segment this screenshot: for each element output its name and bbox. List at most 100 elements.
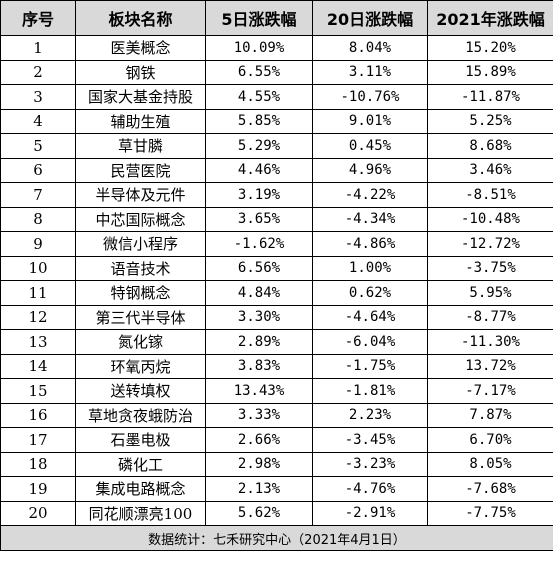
row-index-cell: 4 (0, 108, 76, 134)
table-row: 3 国家大基金持股 4.55% -10.76% -11.87% (0, 84, 553, 110)
table-row: 13 氮化镓 2.89% -6.04% -11.30% (0, 329, 553, 355)
row-index-cell: 1 (0, 35, 76, 61)
row-index-cell: 19 (0, 476, 76, 502)
row-20day-change-cell: -4.86% (312, 231, 428, 257)
row-2021-change-cell: -8.51% (427, 182, 553, 208)
row-2021-change-cell: 3.46% (427, 157, 553, 183)
row-5day-change-cell: 6.56% (205, 255, 313, 281)
row-2021-change-cell: 6.70% (427, 427, 553, 453)
row-5day-change-cell: 6.55% (205, 59, 313, 85)
row-sector-name-cell: 国家大基金持股 (75, 84, 206, 110)
row-index-cell: 20 (0, 500, 76, 526)
row-5day-change-cell: 2.98% (205, 451, 313, 477)
row-5day-change-cell: 3.33% (205, 402, 313, 428)
row-20day-change-cell: -6.04% (312, 329, 428, 355)
row-index-cell: 7 (0, 182, 76, 208)
row-20day-change-cell: 8.04% (312, 35, 428, 61)
row-index-cell: 3 (0, 84, 76, 110)
row-20day-change-cell: -4.76% (312, 476, 428, 502)
row-index-cell: 15 (0, 378, 76, 404)
header-20day-change: 20日涨跌幅 (312, 0, 428, 36)
row-sector-name-cell: 特钢概念 (75, 280, 206, 306)
row-20day-change-cell: -4.64% (312, 304, 428, 330)
table-row: 8 中芯国际概念 3.65% -4.34% -10.48% (0, 206, 553, 232)
row-sector-name-cell: 医美概念 (75, 35, 206, 61)
row-index-cell: 2 (0, 59, 76, 85)
row-20day-change-cell: -4.34% (312, 206, 428, 232)
table-row: 7 半导体及元件 3.19% -4.22% -8.51% (0, 182, 553, 208)
row-5day-change-cell: 5.62% (205, 500, 313, 526)
footer-row: 数据统计：七禾研究中心（2021年4月1日） (0, 525, 553, 551)
table-row: 4 辅助生殖 5.85% 9.01% 5.25% (0, 108, 553, 134)
row-5day-change-cell: 4.46% (205, 157, 313, 183)
row-5day-change-cell: -1.62% (205, 231, 313, 257)
row-sector-name-cell: 同花顺漂亮100 (75, 500, 206, 526)
row-5day-change-cell: 3.65% (205, 206, 313, 232)
row-sector-name-cell: 半导体及元件 (75, 182, 206, 208)
row-2021-change-cell: -12.72% (427, 231, 553, 257)
row-index-cell: 11 (0, 280, 76, 306)
row-20day-change-cell: -1.75% (312, 353, 428, 379)
table-row: 16 草地贪夜蛾防治 3.33% 2.23% 7.87% (0, 402, 553, 428)
header-row: 序号 板块名称 5日涨跌幅 20日涨跌幅 2021年涨跌幅 (0, 0, 553, 36)
row-2021-change-cell: 8.68% (427, 133, 553, 159)
row-20day-change-cell: -10.76% (312, 84, 428, 110)
row-sector-name-cell: 微信小程序 (75, 231, 206, 257)
table-header: 序号 板块名称 5日涨跌幅 20日涨跌幅 2021年涨跌幅 (0, 0, 553, 36)
row-20day-change-cell: 0.62% (312, 280, 428, 306)
header-2021-change: 2021年涨跌幅 (427, 0, 553, 36)
table-footer: 数据统计：七禾研究中心（2021年4月1日） (0, 525, 553, 551)
header-index: 序号 (0, 0, 76, 36)
row-5day-change-cell: 2.66% (205, 427, 313, 453)
table-body: 1 医美概念 10.09% 8.04% 15.20% 2 钢铁 6.55% 3.11% 15.89… (0, 35, 553, 526)
row-sector-name-cell: 石墨电极 (75, 427, 206, 453)
table-row: 17 石墨电极 2.66% -3.45% 6.70% (0, 427, 553, 453)
row-sector-name-cell: 环氧丙烷 (75, 353, 206, 379)
row-5day-change-cell: 10.09% (205, 35, 313, 61)
row-sector-name-cell: 民营医院 (75, 157, 206, 183)
row-index-cell: 16 (0, 402, 76, 428)
row-sector-name-cell: 草地贪夜蛾防治 (75, 402, 206, 428)
table-row: 15 送转填权 13.43% -1.81% -7.17% (0, 378, 553, 404)
row-2021-change-cell: -11.30% (427, 329, 553, 355)
row-index-cell: 13 (0, 329, 76, 355)
row-2021-change-cell: 5.95% (427, 280, 553, 306)
table-row: 11 特钢概念 4.84% 0.62% 5.95% (0, 280, 553, 306)
row-20day-change-cell: -4.22% (312, 182, 428, 208)
row-2021-change-cell: -7.75% (427, 500, 553, 526)
row-20day-change-cell: 3.11% (312, 59, 428, 85)
row-sector-name-cell: 辅助生殖 (75, 108, 206, 134)
row-sector-name-cell: 第三代半导体 (75, 304, 206, 330)
table-row: 19 集成电路概念 2.13% -4.76% -7.68% (0, 476, 553, 502)
row-2021-change-cell: -8.77% (427, 304, 553, 330)
row-2021-change-cell: 8.05% (427, 451, 553, 477)
table-row: 10 语音技术 6.56% 1.00% -3.75% (0, 255, 553, 281)
row-index-cell: 17 (0, 427, 76, 453)
row-5day-change-cell: 13.43% (205, 378, 313, 404)
row-sector-name-cell: 钢铁 (75, 59, 206, 85)
row-sector-name-cell: 集成电路概念 (75, 476, 206, 502)
row-2021-change-cell: -10.48% (427, 206, 553, 232)
row-sector-name-cell: 中芯国际概念 (75, 206, 206, 232)
row-2021-change-cell: 15.89% (427, 59, 553, 85)
table-row: 9 微信小程序 -1.62% -4.86% -12.72% (0, 231, 553, 257)
table-row: 18 磷化工 2.98% -3.23% 8.05% (0, 451, 553, 477)
table-row: 20 同花顺漂亮100 5.62% -2.91% -7.75% (0, 500, 553, 526)
row-5day-change-cell: 3.83% (205, 353, 313, 379)
row-20day-change-cell: 9.01% (312, 108, 428, 134)
row-5day-change-cell: 4.84% (205, 280, 313, 306)
row-2021-change-cell: -7.17% (427, 378, 553, 404)
table-row: 12 第三代半导体 3.30% -4.64% -8.77% (0, 304, 553, 330)
sector-performance-table: 序号 板块名称 5日涨跌幅 20日涨跌幅 2021年涨跌幅 1 医美概念 10.09… (0, 0, 553, 551)
row-index-cell: 18 (0, 451, 76, 477)
row-20day-change-cell: -2.91% (312, 500, 428, 526)
row-5day-change-cell: 3.30% (205, 304, 313, 330)
row-index-cell: 12 (0, 304, 76, 330)
row-2021-change-cell: -7.68% (427, 476, 553, 502)
table-row: 2 钢铁 6.55% 3.11% 15.89% (0, 59, 553, 85)
row-sector-name-cell: 送转填权 (75, 378, 206, 404)
row-5day-change-cell: 2.13% (205, 476, 313, 502)
table-row: 6 民营医院 4.46% 4.96% 3.46% (0, 157, 553, 183)
row-index-cell: 10 (0, 255, 76, 281)
row-2021-change-cell: -11.87% (427, 84, 553, 110)
